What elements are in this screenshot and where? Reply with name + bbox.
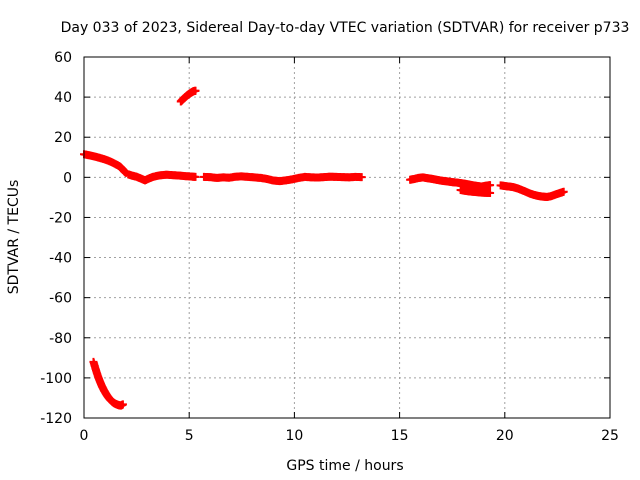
series-segment-6 [406, 173, 495, 191]
y-tick-label: 60 [54, 50, 72, 66]
y-tick-label: -20 [49, 210, 72, 226]
y-tick-label: -60 [49, 291, 72, 307]
x-tick-label: 20 [496, 428, 514, 444]
x-tick-label: 0 [80, 428, 89, 444]
series-segment-4 [89, 357, 127, 410]
data-point [191, 172, 200, 181]
y-tick-label: 40 [54, 90, 72, 106]
data-point [486, 181, 495, 190]
series-segment-5 [199, 172, 366, 186]
series-segment-1 [80, 150, 131, 177]
data-point [559, 187, 568, 196]
grid [84, 57, 610, 418]
data-points [80, 86, 568, 410]
x-tick-label: 25 [601, 428, 619, 444]
y-axis-title: SDTVAR / TECUs [6, 180, 22, 295]
series-segment-2 [124, 170, 200, 185]
y-tick-label: -80 [49, 331, 72, 347]
data-point [118, 400, 127, 409]
y-tick-label: 20 [54, 130, 72, 146]
y-tick-label: -100 [40, 371, 72, 387]
x-tick-label: 5 [185, 428, 194, 444]
data-point [357, 173, 366, 182]
series-segment-3 [176, 86, 200, 106]
x-tick-label: 10 [285, 428, 303, 444]
y-tick-label: -120 [40, 411, 72, 427]
y-tick-label: -40 [49, 251, 72, 267]
x-tick-label: 15 [391, 428, 409, 444]
series-segment-7 [456, 185, 495, 197]
x-axis-title: GPS time / hours [286, 458, 403, 474]
chart-title: Day 033 of 2023, Sidereal Day-to-day VTE… [61, 20, 630, 36]
series-segment-8 [496, 181, 568, 201]
axis-tick-labels: 0 5 10 15 20 25 60 40 20 0 -20 -40 -60 -80 -100 -120 [40, 50, 619, 444]
data-point [191, 86, 200, 95]
data-point [486, 188, 495, 197]
plot-frame [83, 56, 611, 419]
y-tick-label: 0 [63, 170, 72, 186]
